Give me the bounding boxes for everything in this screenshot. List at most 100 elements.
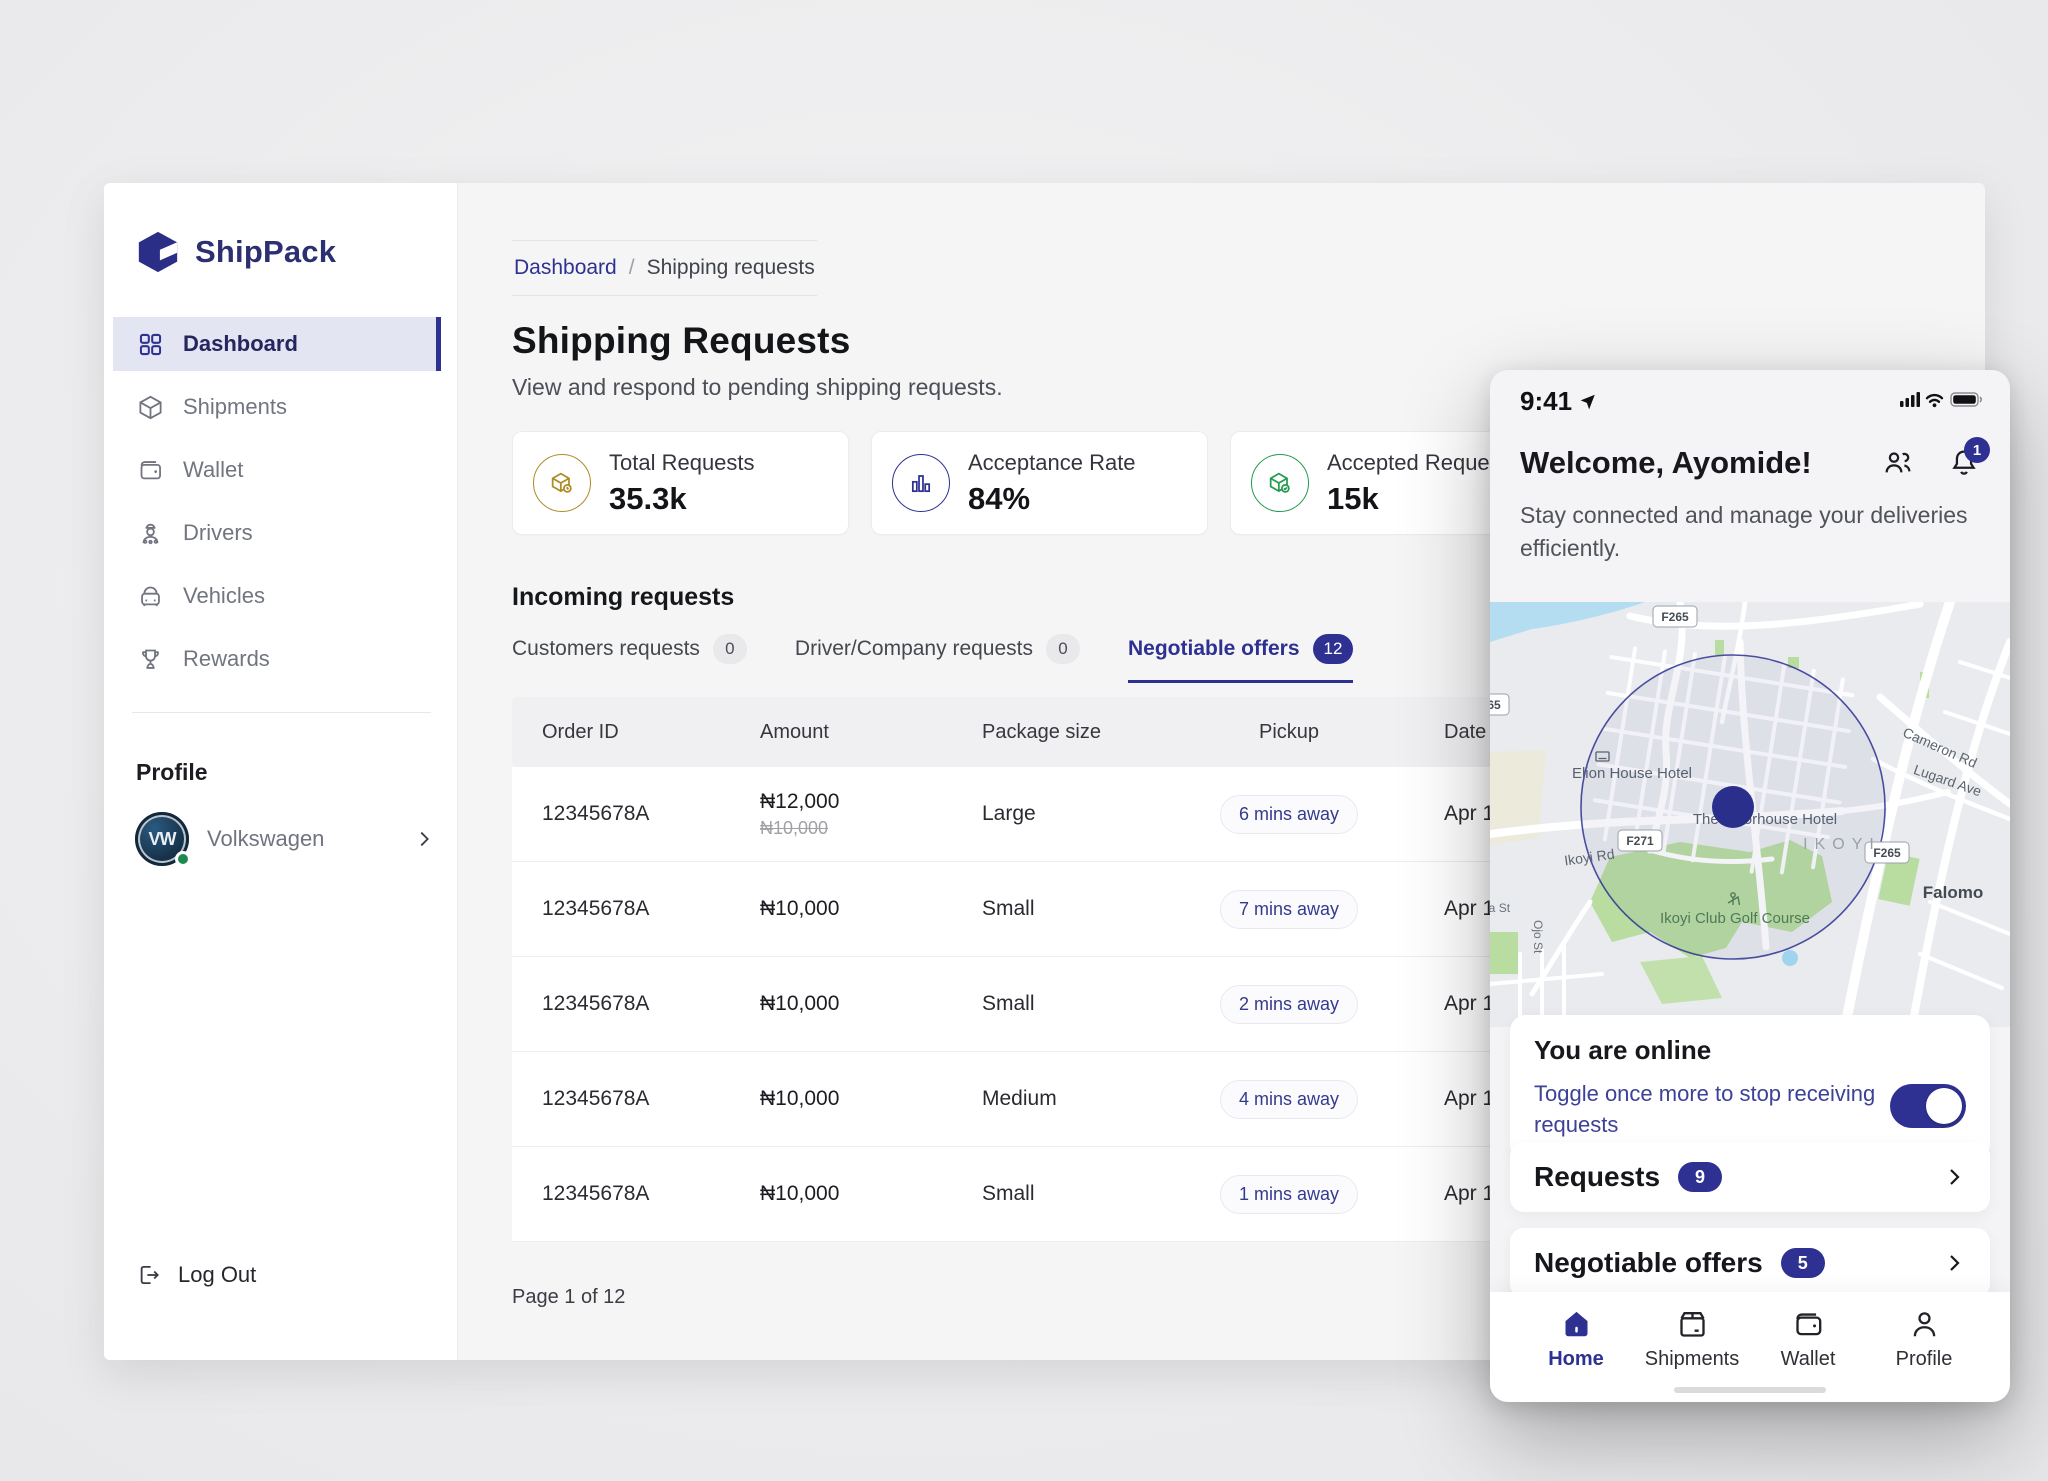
water-area bbox=[1490, 601, 1645, 642]
location-arrow-icon bbox=[1580, 394, 1595, 409]
sidebar-item-vehicles[interactable]: Vehicles bbox=[113, 569, 441, 623]
profile-name: Volkswagen bbox=[207, 826, 325, 851]
page-title: Shipping Requests bbox=[512, 320, 851, 361]
trophy-icon bbox=[142, 649, 159, 669]
cell-old-amount: ₦10,000 bbox=[760, 817, 829, 838]
bottom-nav: Home Shipments Wallet Profile bbox=[1490, 1292, 2010, 1402]
stat-card-total-requests: Total Requests 35.3k bbox=[512, 431, 849, 535]
cell-amount: ₦10,000 bbox=[760, 992, 840, 1015]
tab-driver-company-requests[interactable]: Driver/Company requests 0 bbox=[795, 634, 1080, 683]
stat-value: 84% bbox=[968, 480, 1031, 516]
nav-item-shipments[interactable]: Shipments bbox=[1637, 1308, 1747, 1371]
nav-label: Profile bbox=[1895, 1348, 1953, 1370]
online-status-subtitle: Toggle once more to stop receiving reque… bbox=[1534, 1081, 1876, 1138]
breadcrumb-dashboard-link[interactable]: Dashboard bbox=[514, 256, 617, 279]
cell-order-id: 12345678A bbox=[542, 1087, 650, 1110]
sidebar-item-shipments[interactable]: Shipments bbox=[113, 380, 441, 434]
time-text: 9:41 bbox=[1520, 386, 1573, 416]
nav-item-profile[interactable]: Profile bbox=[1869, 1308, 1979, 1371]
package-icon bbox=[1679, 1312, 1705, 1337]
request-tabs: Customers requests 0 Driver/Company requ… bbox=[512, 634, 1985, 683]
cell-order-id: 12345678A bbox=[542, 992, 650, 1015]
map-badge-right: F265 bbox=[1873, 846, 1901, 860]
cell-order-id: 12345678A bbox=[542, 897, 650, 920]
pickup-time-pill: 1 mins away bbox=[1219, 1174, 1359, 1214]
car-icon bbox=[141, 586, 160, 606]
notification-count-badge: 1 bbox=[1964, 437, 1990, 463]
negotiable-offers-link-card[interactable]: Negotiable offers 5 bbox=[1510, 1228, 1990, 1298]
road-badge: F265 bbox=[1864, 841, 1910, 864]
people-group-icon bbox=[1885, 452, 1911, 473]
driver-icon bbox=[142, 523, 159, 544]
stat-card-acceptance-rate: Acceptance Rate 84% bbox=[871, 431, 1208, 535]
map-label-district: IKOYI bbox=[1803, 836, 1881, 853]
stat-label: Accepted Requests bbox=[1327, 449, 1518, 475]
welcome-header: Welcome, Ayomide! 1 bbox=[1520, 437, 1990, 481]
shippack-logo: ShipPack bbox=[104, 183, 457, 275]
nav-label: Shipments bbox=[1644, 1348, 1740, 1370]
online-toggle[interactable] bbox=[1890, 1084, 1966, 1128]
package-icon bbox=[139, 395, 162, 419]
online-status-title: You are online bbox=[1534, 1035, 1712, 1065]
pickup-time-pill: 6 mins away bbox=[1219, 794, 1359, 834]
page-subtitle: View and respond to pending shipping req… bbox=[512, 374, 1003, 400]
sidebar: ShipPack Dashboard Shipments Wallet Dr bbox=[104, 183, 458, 1360]
column-header-date: Date bbox=[1444, 720, 1487, 743]
logout-button[interactable]: Log Out bbox=[136, 1262, 256, 1288]
sidebar-item-rewards[interactable]: Rewards bbox=[113, 632, 441, 686]
tab-customers-requests[interactable]: Customers requests 0 bbox=[512, 634, 747, 683]
column-header-package-size: Package size bbox=[982, 720, 1101, 743]
package-icon bbox=[533, 454, 591, 512]
tab-label: Customers requests bbox=[512, 637, 700, 660]
status-time: 9:41 bbox=[1520, 386, 1597, 417]
cell-package-size: Medium bbox=[982, 1087, 1057, 1110]
referrals-button[interactable] bbox=[1882, 447, 1914, 479]
tab-negotiable-offers[interactable]: Negotiable offers 12 bbox=[1128, 634, 1354, 683]
sidebar-item-wallet[interactable]: Wallet bbox=[113, 443, 441, 497]
pickup-time-pill: 4 mins away bbox=[1219, 1079, 1359, 1119]
cell-package-size: Small bbox=[982, 1182, 1035, 1205]
online-status-card: You are online Toggle once more to stop … bbox=[1510, 1015, 1990, 1161]
chevron-right-icon bbox=[1950, 1255, 1960, 1271]
avatar: VW bbox=[135, 812, 191, 867]
requests-count-badge: 9 bbox=[1678, 1162, 1723, 1192]
negotiable-offers-count-badge: 5 bbox=[1780, 1248, 1825, 1278]
notifications-button[interactable]: 1 bbox=[1948, 437, 1990, 479]
column-header-pickup: Pickup bbox=[1258, 720, 1320, 743]
pickup-time-pill: 7 mins away bbox=[1219, 889, 1359, 929]
sidebar-nav: Dashboard Shipments Wallet Drivers Vehic… bbox=[104, 317, 457, 686]
map-label-falomo: Falomo bbox=[1923, 883, 1983, 902]
profile-volkswagen[interactable]: VW Volkswagen bbox=[135, 812, 435, 867]
cell-package-size: Small bbox=[982, 897, 1035, 920]
stat-value: 15k bbox=[1327, 480, 1379, 516]
breadcrumb-separator: / bbox=[628, 256, 635, 279]
nav-item-home[interactable]: Home bbox=[1521, 1308, 1631, 1371]
mobile-app-overlay: 9:41 Welcome, Ayomide! bbox=[1490, 370, 2010, 1402]
breadcrumb: Dashboard / Shipping requests bbox=[512, 240, 817, 296]
status-icons bbox=[1900, 390, 1984, 413]
map-label-ajeniya-st: Ajeniya St bbox=[1490, 901, 1511, 915]
home-indicator bbox=[1674, 1387, 1826, 1393]
sidebar-divider bbox=[132, 712, 431, 713]
signal-wifi-battery-icons bbox=[1900, 392, 1982, 408]
sidebar-item-label: Drivers bbox=[183, 520, 253, 545]
breadcrumb-current: Shipping requests bbox=[646, 256, 815, 279]
road-badge: F265 bbox=[1652, 605, 1698, 628]
wallet-icon bbox=[140, 460, 161, 479]
chevron-right-icon bbox=[1950, 1169, 1960, 1185]
nav-item-wallet[interactable]: Wallet bbox=[1753, 1308, 1863, 1371]
map-badge-top: F265 bbox=[1661, 610, 1689, 624]
sidebar-item-label: Dashboard bbox=[183, 331, 298, 356]
column-header-amount: Amount bbox=[760, 720, 829, 743]
road-badge: F271 bbox=[1617, 829, 1663, 852]
current-location-dot bbox=[1712, 785, 1754, 828]
map[interactable]: Elion House Hotel The Moorhouse Hotel F2… bbox=[1490, 601, 2010, 1027]
requests-link-card[interactable]: Requests 9 bbox=[1510, 1142, 1990, 1212]
sidebar-item-drivers[interactable]: Drivers bbox=[113, 506, 441, 560]
sidebar-item-label: Shipments bbox=[183, 394, 287, 419]
shippack-logo-icon bbox=[135, 229, 181, 275]
map-badge-left: F265 bbox=[1490, 698, 1501, 712]
map-label-hotel-1: Elion House Hotel bbox=[1572, 765, 1692, 782]
sidebar-item-dashboard[interactable]: Dashboard bbox=[113, 317, 441, 371]
tab-label: Negotiable offers bbox=[1128, 637, 1300, 660]
